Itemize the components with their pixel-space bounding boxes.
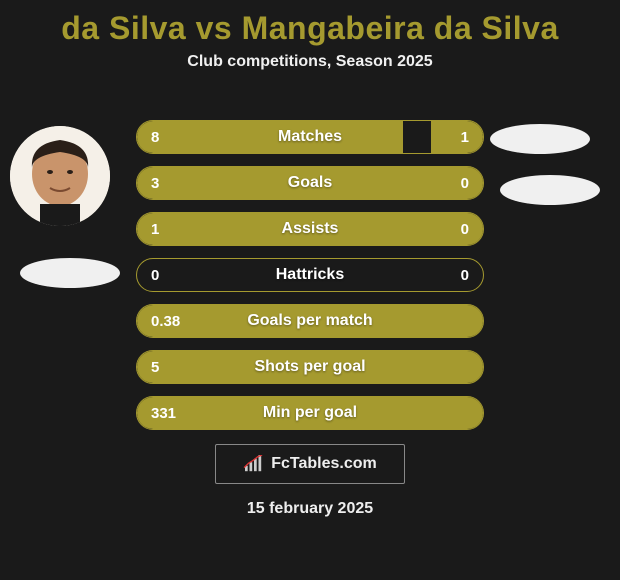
chart-icon	[243, 455, 265, 473]
footer-logo[interactable]: FcTables.com	[215, 444, 405, 484]
club-badge-left	[20, 258, 120, 288]
stat-row: Goals3 0	[136, 166, 484, 200]
avatar-face-icon	[10, 126, 110, 226]
logo-text: FcTables.com	[271, 455, 377, 473]
footer-date: 15 february 2025	[0, 500, 620, 518]
stat-label: Goals per match	[137, 305, 483, 337]
stat-label: Shots per goal	[137, 351, 483, 383]
comparison-card: da Silva vs Mangabeira da Silva Club com…	[0, 0, 620, 580]
stat-value-right: 0	[461, 213, 469, 245]
stat-label: Assists	[137, 213, 483, 245]
stat-value-left: 1	[151, 213, 159, 245]
stat-value-left: 5	[151, 351, 159, 383]
stat-label: Min per goal	[137, 397, 483, 429]
stat-value-left: 331	[151, 397, 176, 429]
stat-value-left: 0	[151, 259, 159, 291]
stats-bars: Matches81Goals30Assists10Hattricks00Goal…	[136, 120, 484, 442]
page-subtitle: Club competitions, Season 2025	[0, 53, 620, 71]
stat-label: Hattricks	[137, 259, 483, 291]
stat-row: Matches8 1	[136, 120, 484, 154]
stat-value-left: 0.38	[151, 305, 180, 337]
club-badge-right	[500, 175, 600, 205]
stat-row: Assists1 0	[136, 212, 484, 246]
stat-value-left: 8	[151, 121, 159, 153]
stat-value-right: 0	[461, 259, 469, 291]
player-avatar-left	[10, 126, 110, 226]
stat-label: Matches	[137, 121, 483, 153]
stat-value-right: 1	[461, 121, 469, 153]
page-title: da Silva vs Mangabeira da Silva	[0, 10, 620, 47]
player-avatar-right	[490, 124, 590, 154]
stat-label: Goals	[137, 167, 483, 199]
stat-row: Goals per match0.38	[136, 304, 484, 338]
stat-row: Min per goal331	[136, 396, 484, 430]
stat-row: Shots per goal5	[136, 350, 484, 384]
stat-row: Hattricks0 0	[136, 258, 484, 292]
stat-value-right: 0	[461, 167, 469, 199]
stat-value-left: 3	[151, 167, 159, 199]
